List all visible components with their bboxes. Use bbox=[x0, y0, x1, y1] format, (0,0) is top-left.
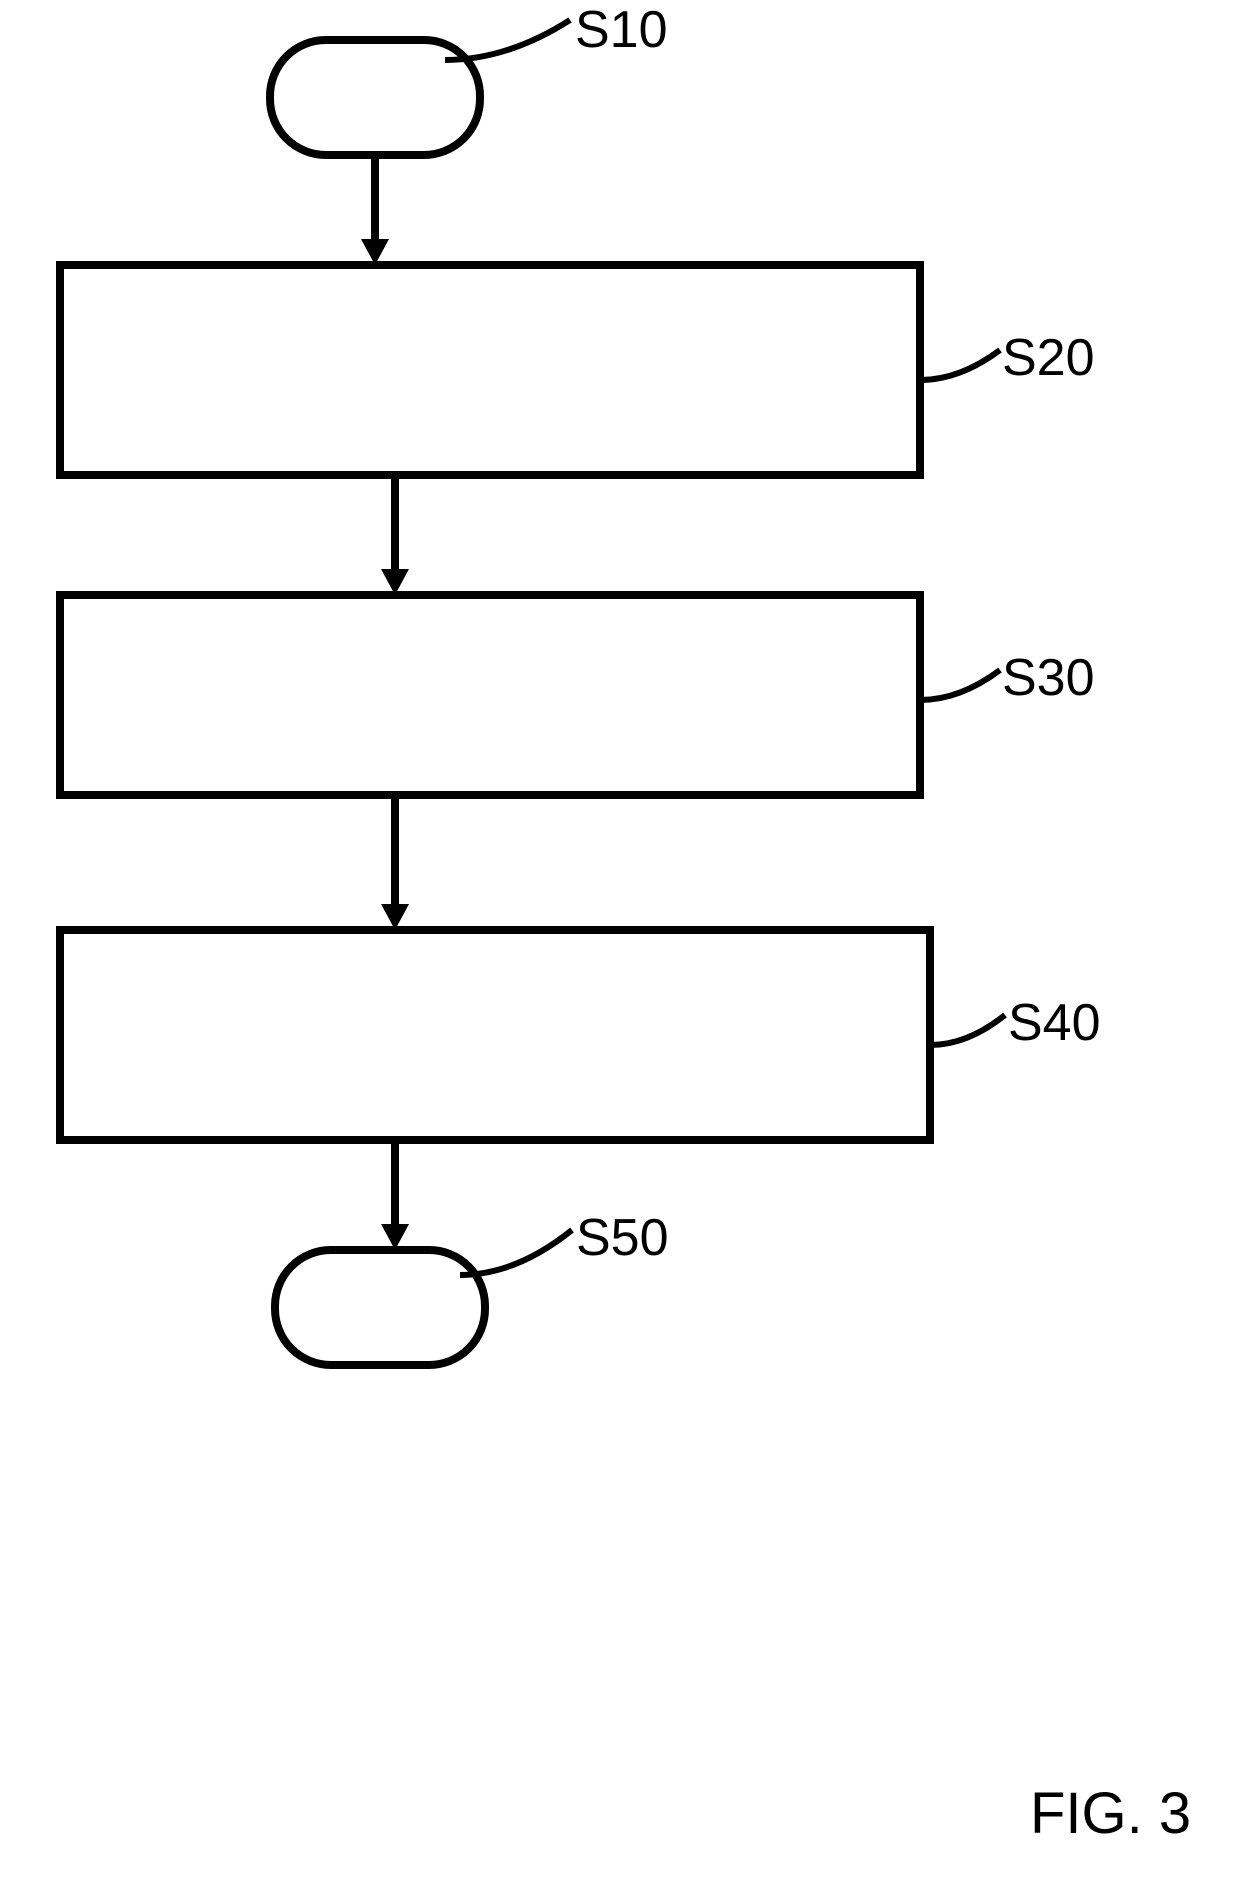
node-s20 bbox=[60, 265, 920, 475]
callout-label-s50: S50 bbox=[576, 1208, 669, 1268]
callout-label-s30: S30 bbox=[1002, 648, 1095, 708]
callout-line-s50 bbox=[460, 1230, 572, 1275]
node-s50 bbox=[275, 1250, 485, 1365]
callout-line-s40 bbox=[930, 1015, 1005, 1045]
nodes-group bbox=[60, 40, 930, 1365]
flowchart-svg bbox=[0, 0, 1240, 1903]
callout-line-s20 bbox=[920, 350, 1000, 380]
node-s40 bbox=[60, 930, 930, 1140]
node-s30 bbox=[60, 595, 920, 795]
callout-label-s40: S40 bbox=[1008, 993, 1101, 1053]
flowchart-canvas: S10 S20 S30 S40 S50 FIG. 3 bbox=[0, 0, 1240, 1903]
callout-line-s30 bbox=[920, 670, 1000, 700]
callout-label-s10: S10 bbox=[575, 0, 668, 60]
callout-label-s20: S20 bbox=[1002, 328, 1095, 388]
figure-label: FIG. 3 bbox=[1030, 1780, 1191, 1847]
